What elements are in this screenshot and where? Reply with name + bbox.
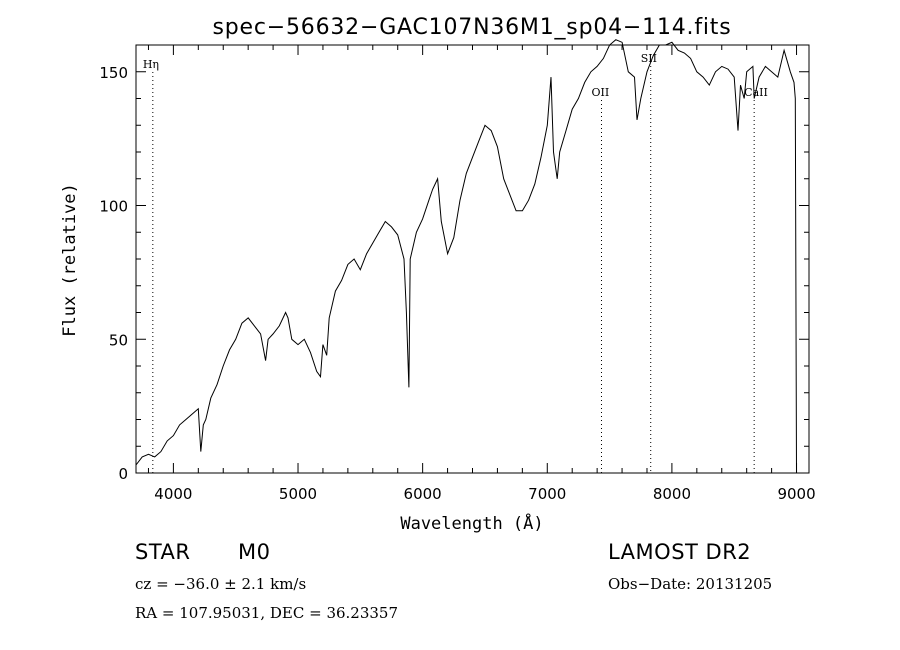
observation-date: Obs−Date: 20131205 — [608, 575, 773, 593]
annotation-label: Hη — [143, 58, 159, 71]
y-tick-label: 100 — [99, 198, 128, 216]
y-axis-label: Flux (relative) — [60, 183, 80, 337]
plot-frame — [135, 44, 810, 474]
x-axis-label: Wavelength (Å) — [400, 512, 543, 534]
y-tick-label: 150 — [99, 64, 128, 82]
spectrum-line — [135, 39, 797, 474]
x-tick-label: 7000 — [528, 485, 566, 503]
x-tick-label: 6000 — [404, 485, 442, 503]
y-tick-label: 50 — [109, 331, 128, 349]
x-tick-label: 4000 — [154, 485, 192, 503]
x-tick-label: 5000 — [279, 485, 317, 503]
axis-ticks: 4000 5000 6000 7000 8000 9000 0 50 100 150 — [99, 45, 816, 503]
spectral-subclass: M0 — [238, 540, 271, 564]
annotation-label: OII — [591, 86, 609, 99]
survey-label: LAMOST DR2 — [608, 540, 752, 564]
redshift-velocity: cz = −36.0 ± 2.1 km/s — [135, 575, 307, 593]
object-type: STAR — [135, 540, 191, 564]
x-tick-label: 9000 — [777, 485, 815, 503]
ra-dec-coordinates: RA = 107.95031, DEC = 36.23357 — [135, 604, 399, 622]
chart-title: spec−56632−GAC107N36M1_sp04−114.fits — [213, 15, 732, 40]
x-tick-label: 8000 — [653, 485, 691, 503]
y-tick-label: 0 — [118, 465, 128, 483]
